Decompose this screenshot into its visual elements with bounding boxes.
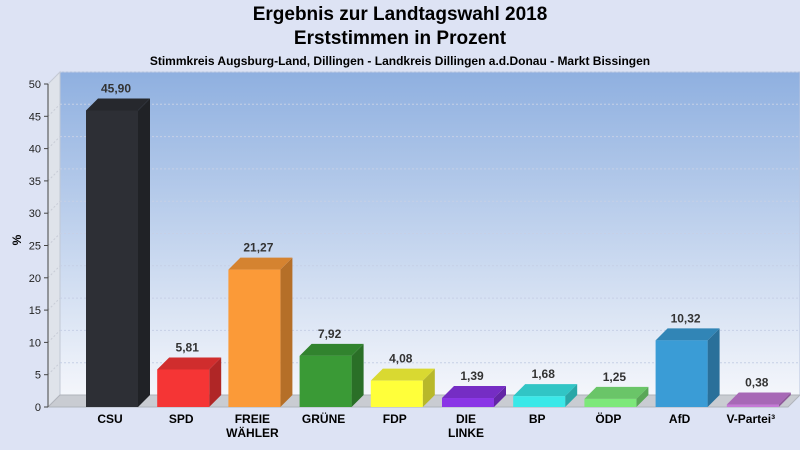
y-tick-label: 25 xyxy=(29,241,41,253)
bar xyxy=(726,392,791,407)
x-tick-label: FREIE xyxy=(235,412,270,426)
bar xyxy=(86,98,150,408)
bar-top xyxy=(655,328,720,341)
bar-front xyxy=(228,269,281,407)
grid-line-side xyxy=(47,200,61,214)
x-tick-label: DIE xyxy=(456,412,476,426)
y-axis-label: % xyxy=(10,234,24,245)
bar-top xyxy=(442,386,506,399)
bar-front xyxy=(370,380,423,407)
x-tick-label: FDP xyxy=(383,412,407,426)
bar-side xyxy=(778,392,791,407)
bar xyxy=(157,357,222,407)
bar xyxy=(228,257,293,407)
grid-line-side xyxy=(47,265,61,279)
grid-line-side xyxy=(47,168,61,182)
data-label: 10,32 xyxy=(671,311,701,325)
y-tick-label: 10 xyxy=(29,337,41,349)
bar-front xyxy=(655,340,708,407)
y-tick-label: 40 xyxy=(29,144,41,156)
grid-line-side xyxy=(47,297,61,311)
y-tick-label: 15 xyxy=(29,305,41,317)
bar-front xyxy=(584,398,637,407)
bar xyxy=(655,328,720,407)
data-label: 1,68 xyxy=(532,367,556,381)
bar-side xyxy=(636,386,649,407)
bar-front xyxy=(157,369,210,407)
data-label: 1,25 xyxy=(603,370,627,384)
bar-top xyxy=(584,386,649,399)
bar-front xyxy=(442,398,494,407)
y-tick-label: 45 xyxy=(29,111,41,123)
bar-top xyxy=(299,343,364,356)
bar-side xyxy=(209,357,222,407)
y-tick-label: 5 xyxy=(35,370,41,382)
bar-top xyxy=(228,257,293,270)
bar-side xyxy=(351,343,364,407)
y-tick-label: 0 xyxy=(35,402,41,414)
x-tick-label: CSU xyxy=(97,412,122,426)
data-label: 45,90 xyxy=(101,81,131,95)
bar xyxy=(370,368,435,407)
y-tick-label: 30 xyxy=(29,208,41,220)
x-tick-label: LINKE xyxy=(448,426,484,440)
bar-side xyxy=(138,98,150,408)
y-tick-label: 20 xyxy=(29,273,41,285)
bar-front xyxy=(726,404,779,407)
bar xyxy=(299,343,364,407)
y-tick-label: 50 xyxy=(29,79,41,91)
bar-side xyxy=(565,384,578,407)
data-label: 5,81 xyxy=(176,340,200,354)
bar-side xyxy=(494,386,506,407)
bar-side xyxy=(707,328,720,407)
y-tick-label: 35 xyxy=(29,176,41,188)
bar xyxy=(584,386,649,407)
x-tick-label: SPD xyxy=(169,412,194,426)
bar-side xyxy=(422,368,435,407)
bar-top xyxy=(513,384,578,397)
grid-line-side xyxy=(47,71,61,85)
bar-front xyxy=(86,110,138,408)
data-label: 4,08 xyxy=(389,352,413,366)
data-label: 0,38 xyxy=(745,376,769,390)
bar-top xyxy=(86,98,150,111)
bar-top xyxy=(370,368,435,381)
data-label: 7,92 xyxy=(318,327,342,341)
grid-line-side xyxy=(47,330,61,343)
data-label: 21,27 xyxy=(243,241,273,255)
x-tick-label: GRÜNE xyxy=(302,411,345,426)
bar-side xyxy=(280,257,293,407)
bar-front xyxy=(513,396,566,407)
bar xyxy=(442,386,506,407)
grid-line-side xyxy=(47,233,61,246)
chart-caption: Stimmkreis Augsburg-Land, Dillingen - La… xyxy=(149,54,651,68)
data-label: 1,39 xyxy=(460,369,484,383)
x-tick-label: ÖDP xyxy=(595,411,621,426)
bar-top xyxy=(157,357,222,370)
x-tick-label: V-Partei³ xyxy=(726,412,775,426)
chart-title: Ergebnis zur Landtagswahl 2018 xyxy=(252,4,548,25)
x-tick-label: WÄHLER xyxy=(226,425,279,440)
grid-line-side xyxy=(47,362,61,376)
bar xyxy=(513,384,578,407)
grid-line-side xyxy=(47,103,61,117)
grid-line-side xyxy=(47,136,61,149)
bar-front xyxy=(299,355,352,407)
x-tick-label: BP xyxy=(529,412,546,426)
bar-top xyxy=(726,392,791,405)
chart-subtitle: Erststimmen in Prozent xyxy=(293,28,507,49)
x-tick-label: AfD xyxy=(669,412,691,426)
